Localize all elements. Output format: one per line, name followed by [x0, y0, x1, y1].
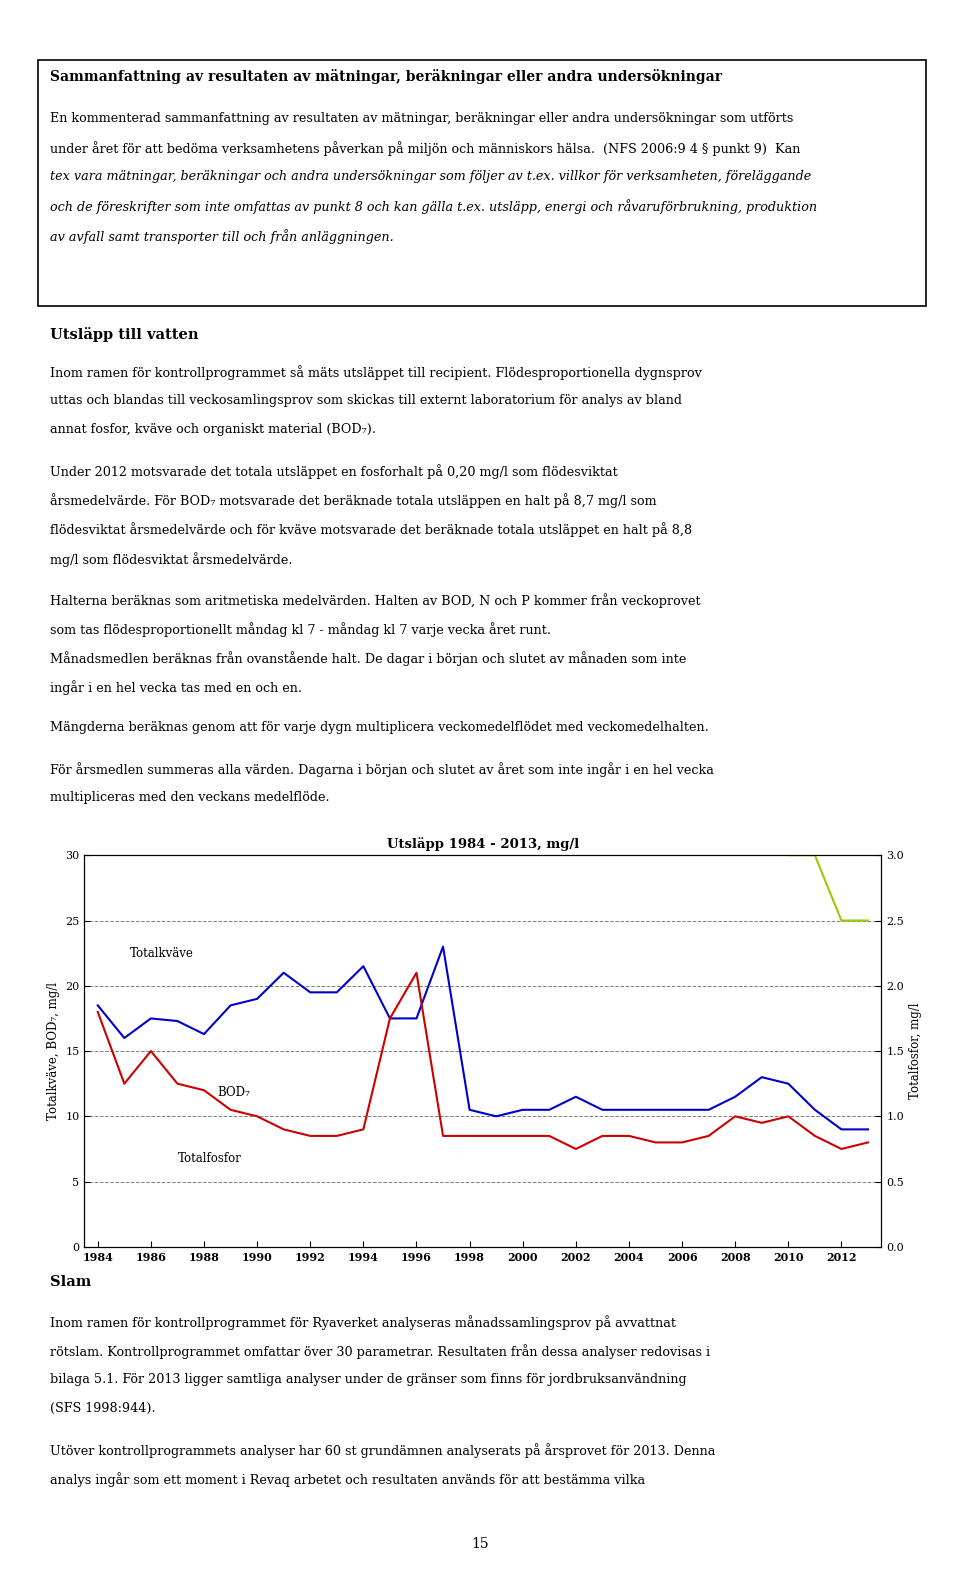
- Text: analys ingår som ett moment i Revaq arbetet och resultaten används för att bestä: analys ingår som ett moment i Revaq arbe…: [50, 1473, 645, 1487]
- Text: Inom ramen för kontrollprogrammet så mäts utsläppet till recipient. Flödespropor: Inom ramen för kontrollprogrammet så mät…: [50, 365, 702, 379]
- Text: av avfall samt transporter till och från anläggningen.: av avfall samt transporter till och från…: [50, 229, 394, 243]
- Text: En kommenterad sammanfattning av resultaten av mätningar, beräkningar eller andr: En kommenterad sammanfattning av resulta…: [50, 112, 793, 125]
- Text: Utöver kontrollprogrammets analyser har 60 st grundämnen analyserats på årsprove: Utöver kontrollprogrammets analyser har …: [50, 1443, 715, 1457]
- Text: annat fosfor, kväve och organiskt material (BOD₇).: annat fosfor, kväve och organiskt materi…: [50, 423, 376, 436]
- FancyBboxPatch shape: [38, 60, 926, 306]
- Text: Under 2012 motsvarade det totala utsläppet en fosforhalt på 0,20 mg/l som flödes: Under 2012 motsvarade det totala utsläpp…: [50, 464, 617, 478]
- Text: Halterna beräknas som aritmetiska medelvärden. Halten av BOD, N och P kommer frå: Halterna beräknas som aritmetiska medelv…: [50, 592, 701, 608]
- Text: Totalfosfor: Totalfosfor: [178, 1151, 241, 1165]
- Text: Totalkväve: Totalkväve: [130, 947, 194, 960]
- Text: Sammanfattning av resultaten av mätningar, beräkningar eller andra undersökninga: Sammanfattning av resultaten av mätninga…: [50, 69, 722, 84]
- Text: rötslam. Kontrollprogrammet omfattar över 30 parametrar. Resultaten från dessa a: rötslam. Kontrollprogrammet omfattar öve…: [50, 1344, 710, 1360]
- Text: ingår i en hel vecka tas med en och en.: ingår i en hel vecka tas med en och en.: [50, 681, 301, 695]
- Text: Månadsmedlen beräknas från ovanstående halt. De dagar i början och slutet av mån: Månadsmedlen beräknas från ovanstående h…: [50, 651, 686, 666]
- Text: årsmedelvärde. För BOD₇ motsvarade det beräknade totala utsläppen en halt på 8,7: årsmedelvärde. För BOD₇ motsvarade det b…: [50, 493, 657, 508]
- Y-axis label: Totalkväve, BOD₇, mg/l: Totalkväve, BOD₇, mg/l: [47, 982, 60, 1120]
- Text: För årsmedlen summeras alla värden. Dagarna i början och slutet av året som inte: För årsmedlen summeras alla värden. Daga…: [50, 763, 714, 777]
- Text: flödesviktat årsmedelvärde och för kväve motsvarade det beräknade totala utsläpp: flödesviktat årsmedelvärde och för kväve…: [50, 523, 692, 537]
- Text: under året för att bedöma verksamhetens påverkan på miljön och människors hälsa.: under året för att bedöma verksamhetens …: [50, 141, 801, 156]
- Text: tex vara mätningar, beräkningar och andra undersökningar som följer av t.ex. vil: tex vara mätningar, beräkningar och andr…: [50, 171, 811, 183]
- Text: uttas och blandas till veckosamlingsprov som skickas till externt laboratorium f: uttas och blandas till veckosamlingsprov…: [50, 395, 682, 407]
- Text: 15: 15: [471, 1536, 489, 1551]
- Text: mg/l som flödesviktat årsmedelvärde.: mg/l som flödesviktat årsmedelvärde.: [50, 551, 293, 567]
- Title: Utsläpp 1984 - 2013, mg/l: Utsläpp 1984 - 2013, mg/l: [387, 837, 579, 851]
- Text: som tas flödesproportionellt måndag kl 7 - måndag kl 7 varje vecka året runt.: som tas flödesproportionellt måndag kl 7…: [50, 622, 551, 636]
- Y-axis label: Totalfosfor, mg/l: Totalfosfor, mg/l: [909, 1003, 923, 1099]
- Text: Inom ramen för kontrollprogrammet för Ryaverket analyseras månadssamlingsprov på: Inom ramen för kontrollprogrammet för Ry…: [50, 1315, 676, 1330]
- Text: Utsläpp till vatten: Utsläpp till vatten: [50, 327, 199, 341]
- Text: bilaga 5.1. För 2013 ligger samtliga analyser under de gränser som finns för jor: bilaga 5.1. För 2013 ligger samtliga ana…: [50, 1374, 686, 1386]
- Text: BOD₇: BOD₇: [217, 1086, 250, 1099]
- Text: Mängderna beräknas genom att för varje dygn multiplicera veckomedelflödet med ve: Mängderna beräknas genom att för varje d…: [50, 722, 708, 734]
- Text: och de föreskrifter som inte omfattas av punkt 8 och kan gälla t.ex. utsläpp, en: och de föreskrifter som inte omfattas av…: [50, 199, 817, 215]
- Text: multipliceras med den veckans medelflöde.: multipliceras med den veckans medelflöde…: [50, 791, 329, 804]
- Text: (SFS 1998:944).: (SFS 1998:944).: [50, 1402, 156, 1415]
- Text: Slam: Slam: [50, 1276, 91, 1290]
